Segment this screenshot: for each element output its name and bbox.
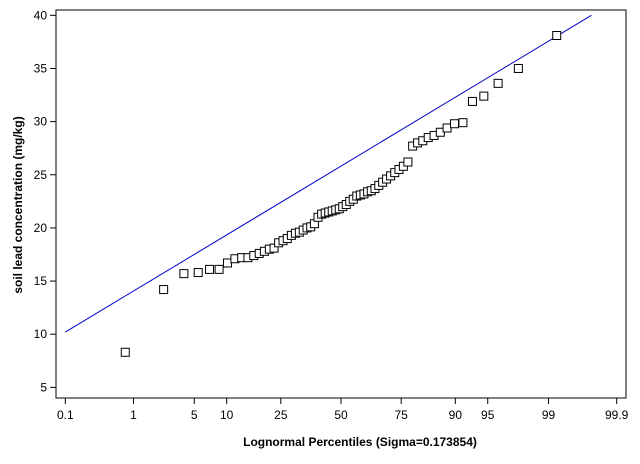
data-point <box>479 91 489 101</box>
data-point <box>120 347 130 357</box>
y-tick-label: 40 <box>34 8 48 22</box>
x-tick-label: 5 <box>191 408 198 422</box>
x-tick-label: 75 <box>394 408 408 422</box>
y-tick-label: 10 <box>34 327 48 341</box>
data-point <box>205 264 215 274</box>
y-axis-title: soil lead concentration (mg/kg) <box>11 116 25 293</box>
x-axis-title: Lognormal Percentiles (Sigma=0.173854) <box>243 435 477 449</box>
y-tick-label: 5 <box>40 380 47 394</box>
data-point <box>403 157 413 167</box>
data-points <box>120 31 562 357</box>
data-point <box>269 243 279 253</box>
x-axis: 0.1 1 5 10 25 50 75 90 95 99 99.9 <box>57 398 629 422</box>
x-tick-label: 99 <box>542 408 556 422</box>
data-point <box>222 258 232 268</box>
y-tick-label: 20 <box>34 221 48 235</box>
data-point <box>450 119 460 129</box>
data-point <box>214 264 224 274</box>
data-point <box>552 31 562 41</box>
x-tick-label: 10 <box>220 408 234 422</box>
y-tick-label: 35 <box>34 61 48 75</box>
data-point <box>159 285 169 295</box>
data-point <box>458 118 468 128</box>
x-tick-label: 0.1 <box>57 408 74 422</box>
data-point <box>179 269 189 279</box>
x-tick-label: 50 <box>334 408 348 422</box>
data-point <box>442 123 452 133</box>
y-tick-label: 15 <box>34 274 48 288</box>
x-tick-label: 99.9 <box>605 408 629 422</box>
data-point <box>493 78 503 88</box>
y-tick-label: 30 <box>34 115 48 129</box>
fit-line <box>65 14 592 333</box>
data-point <box>513 63 523 73</box>
data-point <box>193 268 203 278</box>
x-tick-label: 1 <box>130 408 137 422</box>
fit-line-layer <box>65 14 592 333</box>
y-tick-label: 25 <box>34 168 48 182</box>
x-tick-label: 95 <box>481 408 495 422</box>
y-axis: 5 10 15 20 25 30 35 40 <box>34 8 56 394</box>
data-point <box>467 96 477 106</box>
x-tick-label: 90 <box>449 408 463 422</box>
x-tick-label: 25 <box>274 408 288 422</box>
